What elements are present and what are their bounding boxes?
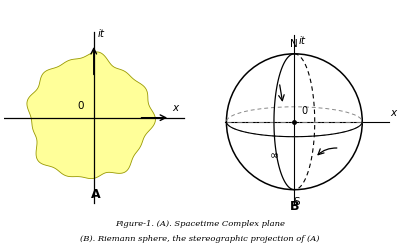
Text: it: it [97, 29, 104, 39]
Text: 0: 0 [77, 101, 84, 111]
Text: Figure-1. (A). Spacetime Complex plane: Figure-1. (A). Spacetime Complex plane [115, 220, 285, 228]
Text: A: A [91, 188, 100, 201]
Text: x: x [173, 103, 179, 113]
Text: it: it [299, 36, 306, 46]
Text: B: B [290, 200, 299, 213]
Text: 0: 0 [301, 106, 307, 116]
Text: x: x [390, 108, 397, 118]
Text: $\infty$: $\infty$ [268, 150, 279, 160]
Text: N: N [290, 39, 298, 49]
Polygon shape [27, 52, 156, 179]
Text: (B). Riemann sphere, the stereographic projection of (A): (B). Riemann sphere, the stereographic p… [80, 235, 320, 243]
Text: S: S [293, 197, 300, 207]
